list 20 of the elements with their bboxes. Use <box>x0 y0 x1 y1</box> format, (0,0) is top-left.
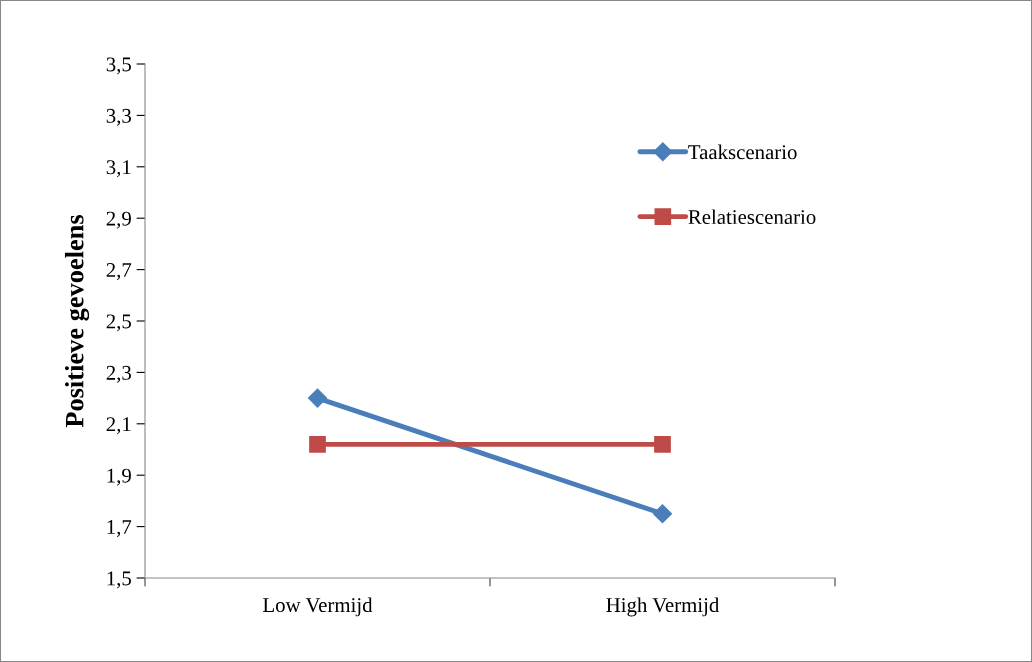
y-tick-label: 2,5 <box>106 314 131 332</box>
y-tick-label: 3,5 <box>106 57 131 75</box>
y-tick-label: 2,7 <box>106 263 132 281</box>
point <box>309 436 326 453</box>
point <box>654 436 671 453</box>
point <box>652 504 673 524</box>
y-tick-label: 2,9 <box>106 211 131 229</box>
y-tick-label: 1,5 <box>107 571 131 589</box>
legend-label: Taakscenario <box>688 144 797 160</box>
y-tick-label: 1,7 <box>107 520 132 538</box>
y-tick-label: 2,3 <box>106 365 131 383</box>
y-tick-label: 2,1 <box>106 417 131 435</box>
legend-label: Relatiescenario <box>688 209 816 225</box>
x-tick-label: High Vermijd <box>606 597 720 617</box>
y-axis-title: Positieve gevoelens <box>64 215 90 428</box>
point <box>307 388 328 408</box>
y-tick-label: 1,9 <box>107 468 131 486</box>
x-tick-label: Low Vermijd <box>263 597 373 617</box>
y-tick-label: 3,1 <box>106 160 131 178</box>
y-tick-label: 3,3 <box>106 108 131 126</box>
